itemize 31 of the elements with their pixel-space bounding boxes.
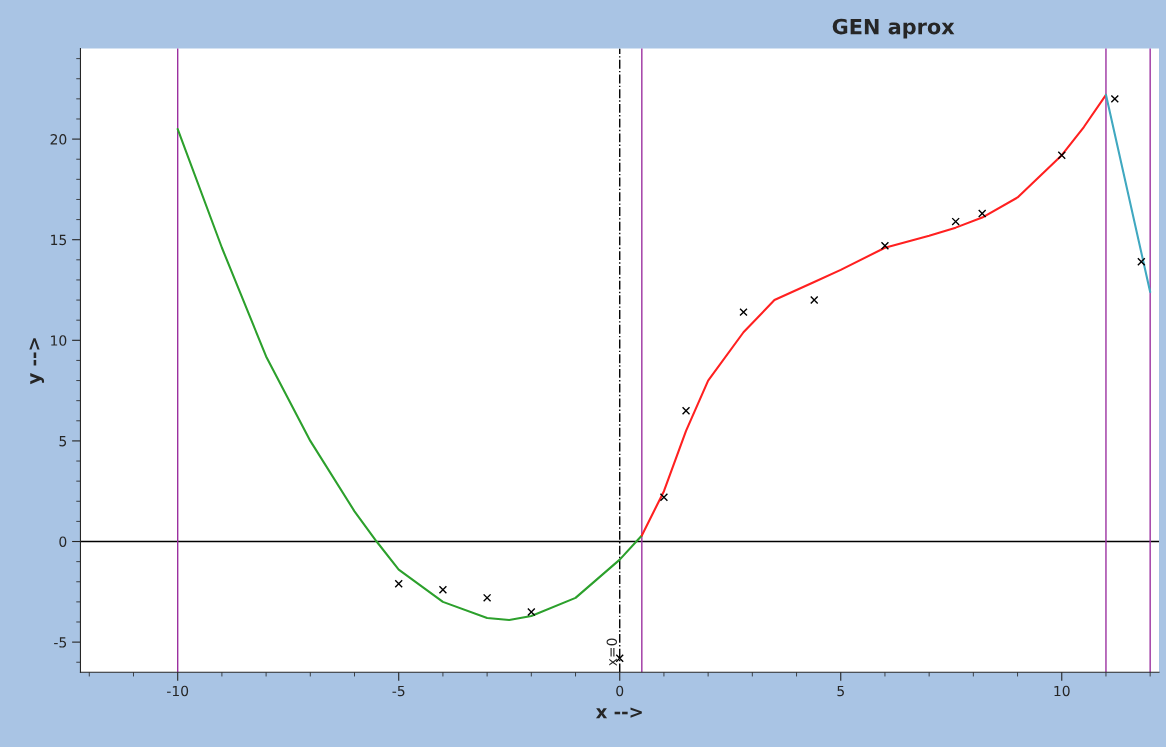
point [880, 241, 890, 250]
x-tick-label: 5 [837, 685, 844, 697]
y-tick-label: -5 [54, 637, 67, 648]
y-axis-title: y --> [29, 338, 45, 385]
point [810, 295, 819, 305]
point [1057, 151, 1066, 160]
point [438, 585, 448, 594]
y-tick-label: 20 [50, 134, 67, 145]
y-tick-label: 15 [51, 234, 67, 246]
point [659, 493, 669, 502]
point [1137, 257, 1146, 267]
point [527, 607, 536, 617]
point [681, 406, 691, 415]
line-series [176, 127, 643, 622]
y-tick-label: 0 [59, 536, 67, 547]
chart-title: GEN aprox [832, 18, 955, 39]
x-tick-label: -10 [167, 685, 189, 697]
y-tick-label: 10 [51, 335, 67, 346]
point [482, 593, 492, 603]
point [978, 209, 987, 218]
point [951, 217, 960, 226]
x-axis-title: x --> [595, 707, 642, 719]
point [1110, 94, 1119, 104]
point [394, 579, 403, 588]
ref-line-label: x=0 [606, 638, 618, 666]
x-tick-label: -5 [392, 685, 405, 697]
y-tick-label: 5 [59, 436, 67, 447]
point [739, 307, 748, 317]
x-tick-label: 0 [616, 685, 624, 697]
line-series [640, 93, 1107, 537]
x-tick-label: 10 [1054, 685, 1070, 697]
